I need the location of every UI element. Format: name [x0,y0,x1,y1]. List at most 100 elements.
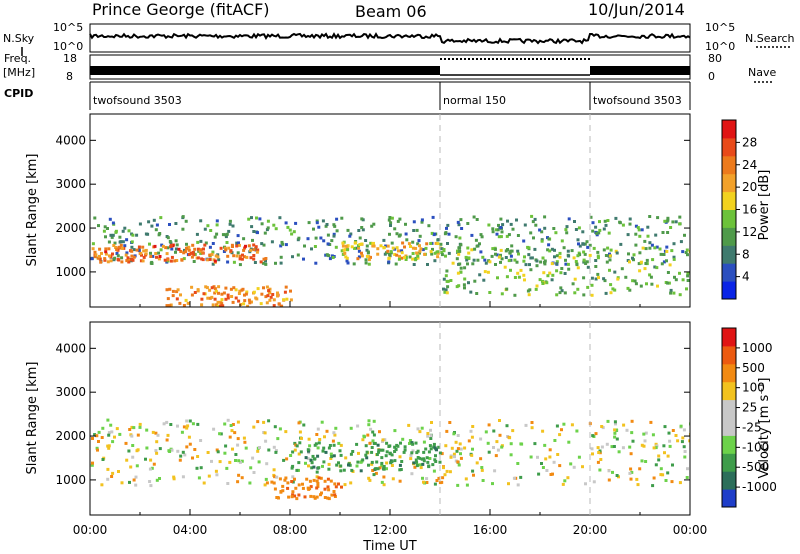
echo-cell [335,463,339,467]
echo-cell [202,247,205,251]
echo-cell [333,433,337,437]
echo-cell [685,476,689,479]
echo-cell [648,241,652,245]
echo-cell [361,438,365,442]
echo-cell [516,483,520,487]
echo-cell [139,259,143,263]
echo-cell [386,249,390,253]
echo-cell [184,298,188,302]
echo-cell [276,291,279,295]
echo-cell [172,475,176,479]
echo-cell [672,291,676,295]
echo-cell [282,458,286,462]
echo-cell [621,223,625,227]
colorbar-swatch [722,489,736,508]
echo-cell [598,468,602,472]
echo-cell [210,295,214,299]
echo-cell [297,421,301,425]
echo-cell [390,460,394,464]
echo-cell [264,295,268,299]
echo-cell [539,260,543,264]
echo-cell [365,254,369,258]
echo-cell [341,241,345,245]
echo-cell [326,242,330,246]
echo-cell [555,262,559,266]
echo-cell [121,240,125,244]
echo-cell [286,225,290,229]
echo-cell [348,234,352,238]
echo-cell [224,444,228,448]
echo-cell [615,437,619,441]
echo-cell [558,433,562,437]
echo-cell [602,248,606,252]
echo-cell [279,490,283,493]
echo-cell [479,250,483,254]
echo-cell [449,455,453,459]
echo-cell [330,254,334,258]
echo-cell [648,246,652,250]
echo-cell [524,263,528,267]
echo-cell [328,257,332,261]
echo-cell [530,256,534,260]
echo-cell [596,272,600,276]
echo-cell [345,259,349,263]
echo-cell [285,297,289,301]
echo-cell [681,436,685,440]
echo-cell [135,233,139,237]
echo-cell [576,254,580,258]
echo-cell [252,257,256,261]
echo-cell [265,301,269,305]
echo-cell [242,237,246,241]
echo-cell [297,493,301,497]
echo-cell [292,230,296,234]
echo-cell [279,261,283,265]
echo-cell [346,248,350,252]
echo-cell [535,259,539,263]
echo-cell [216,255,220,259]
echo-cell [310,247,313,251]
echo-cell [681,250,685,254]
echo-cell [291,490,295,494]
echo-cell [178,458,182,462]
echo-cell [608,268,611,272]
echo-cell [125,238,129,242]
echo-cell [509,254,513,258]
colorbar-swatch [722,363,736,383]
echo-cell [655,266,659,270]
echo-cell [132,426,136,430]
echo-cell [416,254,420,258]
echo-cell [446,242,449,245]
echo-cell [398,463,402,467]
echo-cell [464,255,468,259]
echo-cell [234,453,238,456]
echo-cell [463,446,467,450]
echo-cell [259,302,263,306]
echo-cell [594,432,598,436]
echo-cell [505,275,509,279]
echo-cell [168,223,171,226]
echo-cell [638,234,642,238]
echo-cell [390,464,394,467]
echo-cell [565,231,569,235]
cpid-segment-label: twofsound 3503 [93,94,182,107]
echo-cell [576,266,580,270]
echo-cell [494,263,497,266]
echo-cell [234,459,237,462]
colorbar-tick-label: 500 [742,361,765,375]
echo-cell [440,247,444,251]
echo-cell [472,258,476,262]
echo-cell [237,299,241,303]
echo-cell [151,430,155,434]
echo-cell [168,450,172,453]
echo-cell [548,271,552,275]
echo-cell [433,458,437,462]
echo-cell [165,304,169,307]
echo-cell [230,295,234,298]
echo-cell [529,231,533,235]
echo-cell [552,460,556,464]
y-tick-label: 4000 [55,133,86,147]
echo-cell [598,451,602,455]
echo-cell [234,296,238,300]
echo-cell [104,252,108,256]
echo-cell [597,451,601,454]
